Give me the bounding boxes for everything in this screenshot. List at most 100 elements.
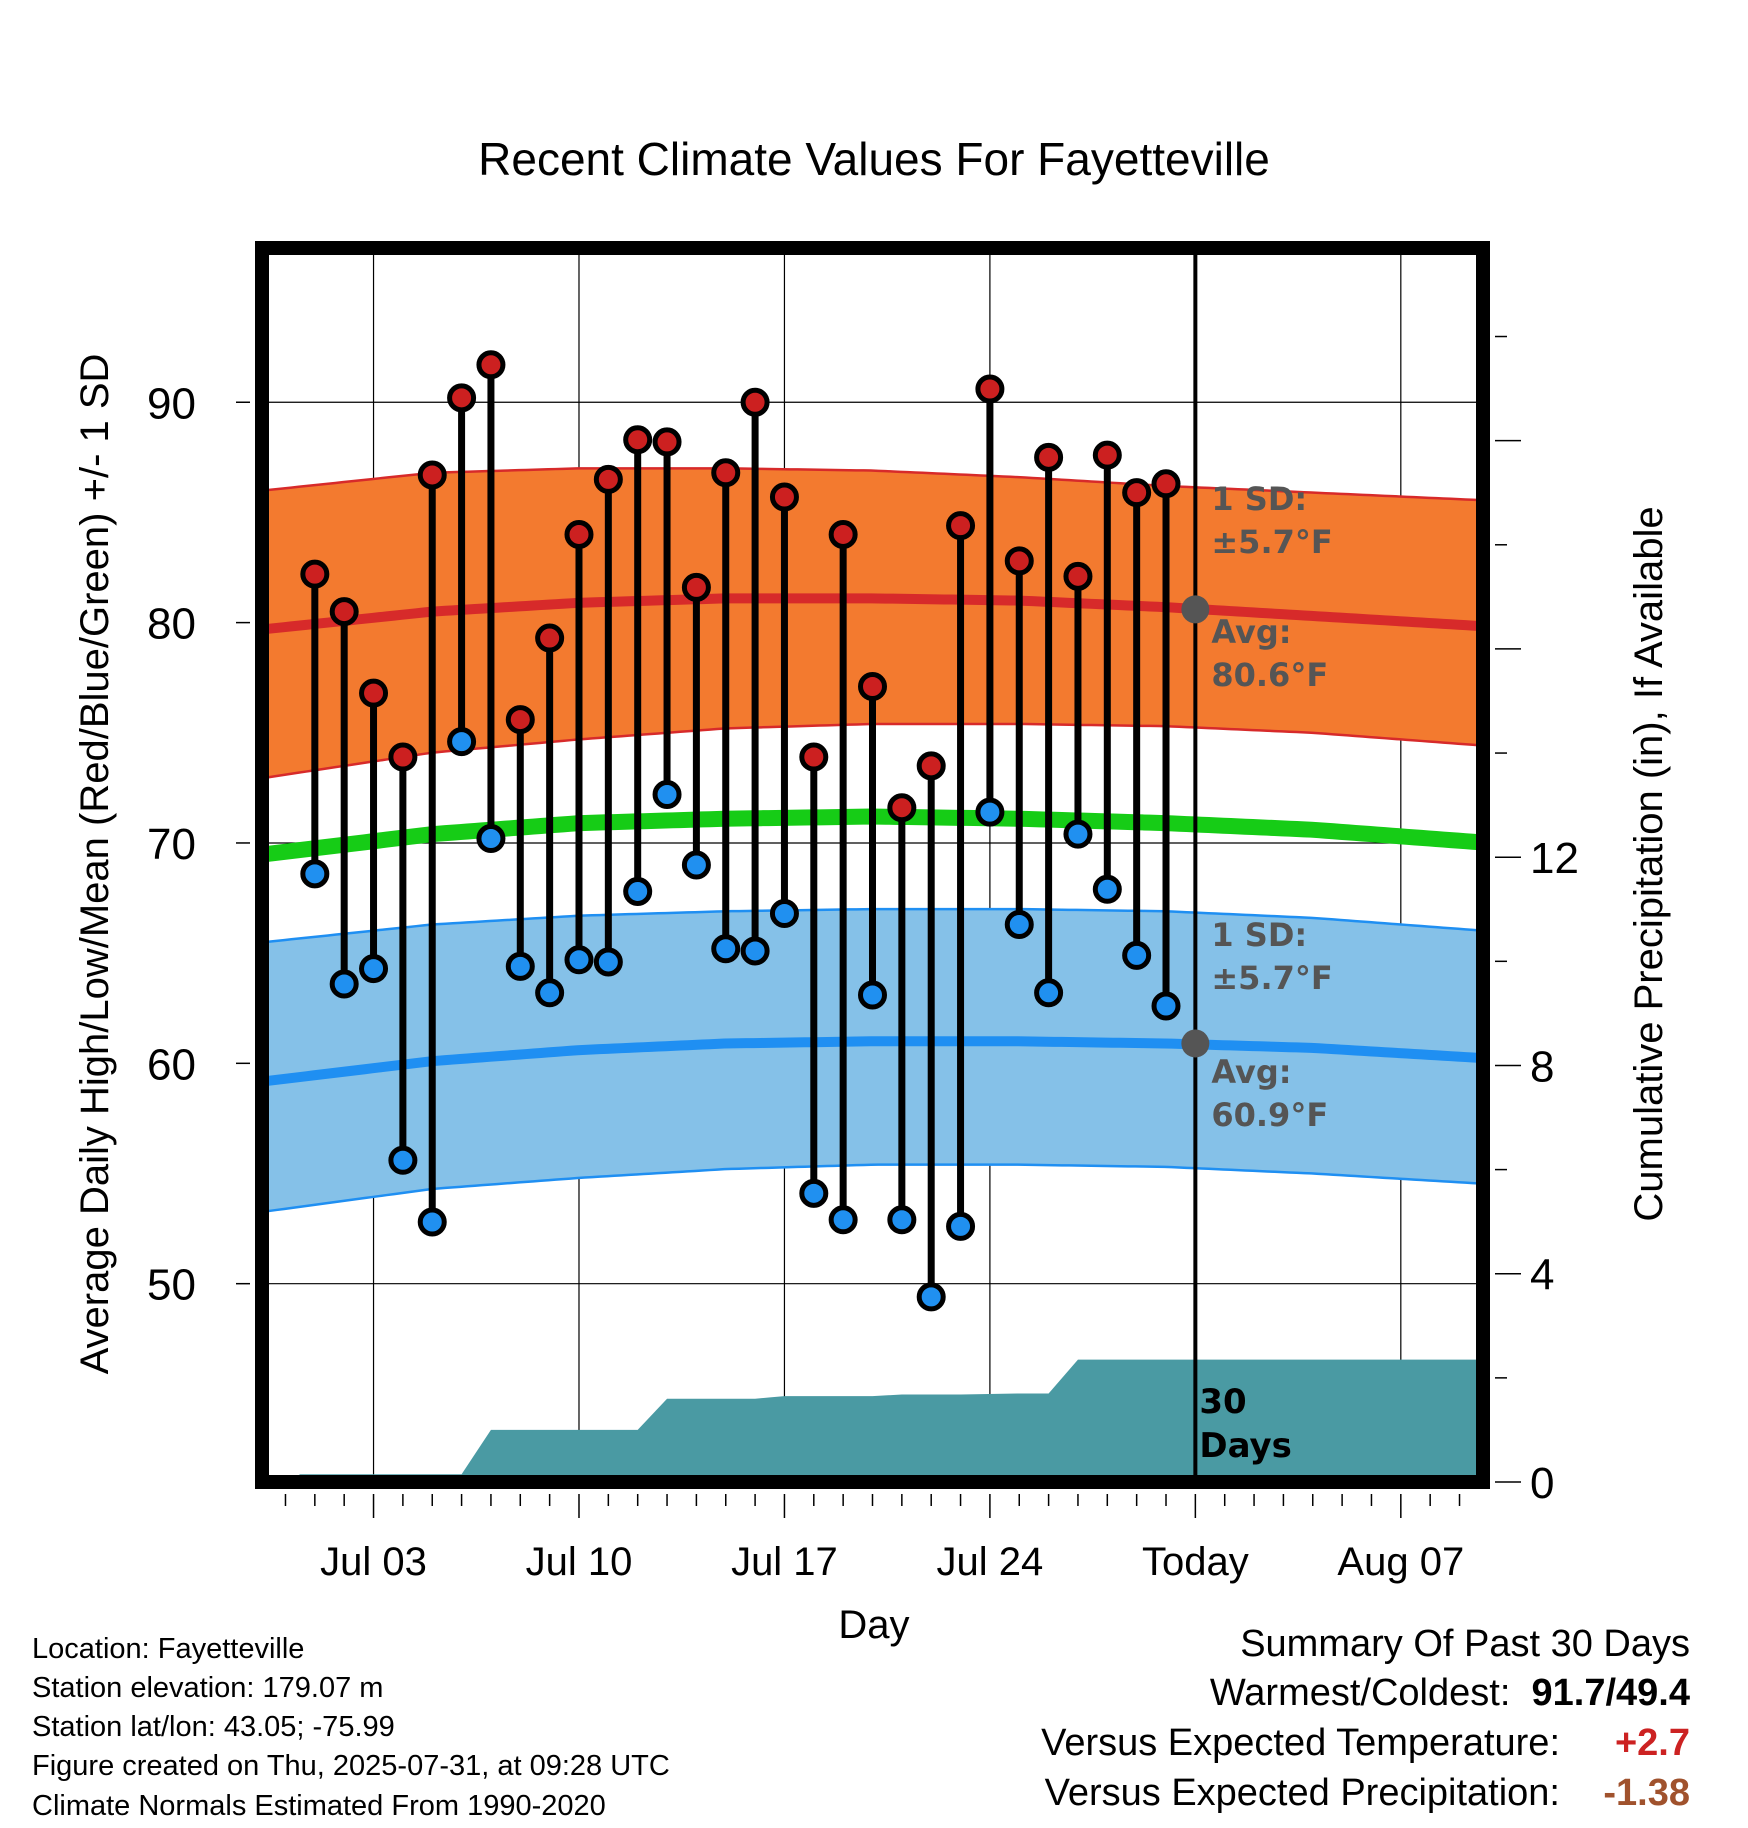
high-point: [711, 458, 741, 488]
low-point: [476, 824, 506, 854]
high-point: [564, 519, 594, 549]
low-point: [858, 980, 887, 1010]
low-point: [329, 969, 359, 999]
low-point: [1092, 874, 1122, 904]
low-point: [887, 1205, 917, 1235]
low-point: [1151, 991, 1181, 1021]
days-word-label: Days: [1199, 1426, 1292, 1466]
low-sd-value: ±5.7°F: [1211, 959, 1332, 997]
info-created: Figure created on Thu, 2025-07-31, at 09…: [32, 1750, 670, 1782]
low-point: [711, 934, 741, 964]
low-sd-label: 1 SD:: [1211, 916, 1307, 954]
low-point: [1034, 978, 1064, 1008]
low-point: [681, 850, 711, 880]
high-point: [1004, 546, 1034, 576]
plot-area: 1 SD: ±5.7°F Avg: 80.6°F 1 SD: ±5.7°F Avg: 60.9…: [262, 248, 1483, 1482]
low-point: [828, 1205, 858, 1235]
high-avg-marker: [1181, 595, 1210, 624]
high-point: [476, 350, 506, 380]
low-point: [535, 978, 565, 1008]
low-sd-band: [262, 909, 1481, 1212]
high-point: [652, 427, 682, 457]
high-point: [1034, 442, 1064, 472]
high-point: [359, 678, 389, 708]
y-tick-label: 70: [147, 820, 196, 869]
low-point: [447, 727, 477, 757]
low-point: [388, 1145, 418, 1175]
high-avg-label: Avg:: [1211, 613, 1291, 651]
low-point: [769, 898, 799, 928]
high-sd-label: 1 SD:: [1211, 480, 1307, 518]
low-point: [359, 954, 389, 984]
summary-precip-label: Versus Expected Precipitation:: [1044, 1772, 1560, 1814]
high-point: [769, 482, 799, 512]
high-point: [1063, 561, 1093, 591]
low-point: [946, 1211, 976, 1241]
y2-tick-label: 12: [1530, 834, 1579, 883]
summary-warm-cold-value: 91.7/49.4: [1531, 1672, 1690, 1714]
low-point: [505, 951, 535, 981]
high-point: [946, 511, 976, 541]
summary-warm-cold-label: Warmest/Coldest:: [1209, 1672, 1511, 1714]
high-point: [388, 742, 418, 772]
summary-temp-label: Versus Expected Temperature:: [1041, 1722, 1560, 1764]
high-point: [535, 623, 565, 653]
info-latlon: Station lat/lon: 43.05; -75.99: [32, 1711, 395, 1743]
plot-clip-group: 1 SD: ±5.7°F Avg: 80.6°F 1 SD: ±5.7°F Avg: 60.9…: [262, 248, 1483, 1482]
high-avg-value: 80.6°F: [1211, 656, 1328, 694]
y2-tick-label: 0: [1530, 1459, 1554, 1508]
y-tick-label: 90: [147, 379, 196, 428]
y-axis-label: Average Daily High/Low/Mean (Red/Blue/Gr…: [73, 354, 117, 1375]
high-point: [329, 597, 359, 627]
high-point: [505, 705, 535, 735]
info-location: Location: Fayetteville: [32, 1633, 305, 1665]
low-avg-label: Avg:: [1211, 1053, 1291, 1091]
x-tick-label: Jul 17: [731, 1540, 838, 1584]
low-point: [799, 1178, 829, 1208]
info-elevation: Station elevation: 179.07 m: [32, 1672, 384, 1704]
high-point: [887, 793, 917, 823]
y-tick-label: 50: [147, 1261, 196, 1310]
low-point: [1004, 909, 1034, 939]
low-point: [417, 1207, 447, 1237]
low-point: [564, 945, 594, 975]
high-point: [417, 460, 447, 490]
x-tick-label: Jul 03: [320, 1540, 427, 1584]
high-point: [1122, 478, 1152, 508]
y2-tick-label: 8: [1530, 1042, 1554, 1091]
y2-axis-label: Cumulative Precipitation (in), If Availa…: [1627, 506, 1671, 1221]
summary-temp-value: +2.7: [1614, 1722, 1690, 1764]
summary-title: Summary Of Past 30 Days: [1240, 1623, 1690, 1665]
low-point: [1063, 819, 1093, 849]
low-point: [1122, 940, 1152, 970]
high-point: [623, 425, 653, 455]
x-axis-label: Day: [838, 1603, 909, 1647]
summary-temp: Versus Expected Temperature: +2.7: [1041, 1722, 1690, 1765]
high-point: [828, 519, 858, 549]
high-point: [593, 464, 623, 494]
high-point: [681, 572, 711, 602]
high-sd-band: [262, 468, 1481, 779]
high-point: [740, 387, 770, 417]
summary-precip: Versus Expected Precipitation: -1.38: [1045, 1772, 1690, 1815]
high-point: [858, 672, 887, 702]
x-tick-label: Jul 10: [526, 1540, 633, 1584]
high-point: [916, 751, 946, 781]
high-point: [300, 559, 330, 589]
low-point: [975, 797, 1005, 827]
high-sd-value: ±5.7°F: [1211, 523, 1332, 561]
high-point: [799, 742, 829, 772]
low-point: [623, 876, 653, 906]
x-tick-label: Jul 24: [937, 1540, 1044, 1584]
chart-title: Recent Climate Values For Fayetteville: [478, 133, 1270, 185]
y-tick-label: 60: [147, 1040, 196, 1089]
x-tick-label: Today: [1142, 1540, 1249, 1584]
high-point: [447, 383, 477, 413]
x-tick-label: Aug 07: [1337, 1540, 1464, 1584]
high-point: [975, 374, 1005, 404]
low-point: [593, 947, 623, 977]
low-point: [740, 936, 770, 966]
low-point: [652, 779, 682, 809]
low-point: [300, 859, 330, 889]
